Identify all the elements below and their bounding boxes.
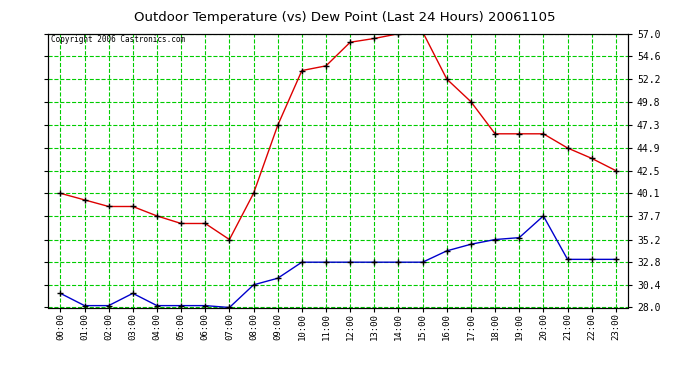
- Text: Copyright 2006 Castronics.com: Copyright 2006 Castronics.com: [51, 35, 186, 44]
- Text: Outdoor Temperature (vs) Dew Point (Last 24 Hours) 20061105: Outdoor Temperature (vs) Dew Point (Last…: [135, 11, 555, 24]
